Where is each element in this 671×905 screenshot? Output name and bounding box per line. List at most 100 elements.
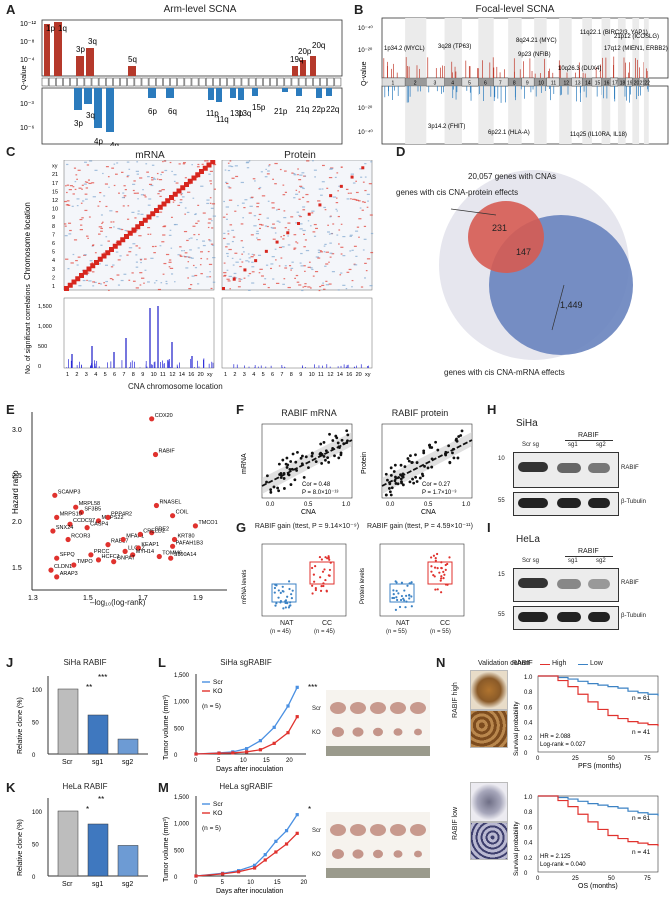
- venn-n-protein: 231: [492, 223, 508, 233]
- c-heat-cell: [81, 184, 84, 186]
- g-point-cc: [318, 555, 322, 559]
- f-point: [265, 474, 269, 478]
- c-heat-cell: [122, 205, 125, 207]
- g-point-cc: [328, 558, 331, 561]
- c-heat-cell: [349, 235, 352, 237]
- f-point: [333, 454, 336, 458]
- c-heat-cell: [284, 191, 288, 193]
- c-heat-cell: [191, 164, 193, 166]
- tumor-scr: [350, 702, 366, 714]
- f-point: [285, 456, 289, 460]
- g-point-cc: [442, 577, 445, 580]
- f-point: [327, 460, 331, 464]
- a-gain-label: 20p: [298, 47, 312, 56]
- c-heat-cell: [242, 217, 245, 219]
- c-heat-cell: [280, 257, 283, 259]
- c-heat-cell: [353, 245, 357, 247]
- c-heat-cell: [323, 245, 326, 247]
- c-heat-cell: [351, 279, 354, 282]
- c-heat-cell: [68, 222, 72, 224]
- c-heat-cell: [325, 280, 328, 282]
- c-heat-cell: [330, 232, 334, 235]
- c-heat-cell: [165, 283, 168, 285]
- c-heat-cell: [111, 167, 115, 169]
- c-heat-cell: [225, 218, 228, 220]
- c-y-tick: xy: [52, 164, 58, 170]
- b-band: [617, 18, 626, 78]
- e-point: [149, 416, 155, 422]
- e-point: [135, 545, 141, 551]
- c-heat-cell: [306, 160, 310, 162]
- c-heat-cell: [84, 254, 87, 256]
- panel-label-k: K: [6, 780, 16, 795]
- a-arm-cell: [163, 77, 170, 87]
- g-point-cc: [320, 585, 323, 588]
- b-band: [444, 86, 462, 144]
- c-heat-cell: [173, 180, 176, 183]
- b-chrom-label: 5: [468, 81, 471, 87]
- f-stat: Cor = 0.27: [422, 482, 451, 488]
- a-gain-bar: [76, 56, 84, 76]
- a-arm-cell: [191, 77, 199, 87]
- panel-g-boxplots: mRNA levels Protein levels: [238, 540, 478, 620]
- c-heat-cell: [270, 226, 273, 229]
- line-point: [295, 831, 299, 835]
- tumor-ko: [414, 850, 422, 858]
- g-point-cc: [314, 587, 317, 590]
- f-point: [272, 485, 276, 489]
- km-x-tick: 75: [644, 876, 651, 882]
- c-heat-cell: [366, 258, 371, 260]
- c-heat-cell: [346, 198, 350, 200]
- c-heat-cell: [84, 209, 88, 212]
- e-gene-label: CLDN1: [54, 564, 72, 570]
- f-point: [396, 482, 400, 486]
- b-chrom-label: 4: [451, 81, 454, 87]
- c-heat-cell: [293, 174, 297, 176]
- c-heat-cell: [137, 198, 139, 200]
- c-x-tick: 9: [141, 372, 144, 378]
- tumor-ko: [393, 850, 403, 858]
- f-point: [399, 477, 403, 481]
- e-gene-label: SNX24: [56, 525, 73, 531]
- tumor-ko: [373, 727, 383, 737]
- c-heat-cell: [207, 226, 210, 229]
- c-heat-cell: [209, 271, 211, 273]
- c-diag-cell: [142, 217, 148, 223]
- f-point: [322, 440, 326, 444]
- c-heat-cell: [350, 192, 352, 194]
- bar-y-tick: 50: [32, 721, 39, 727]
- c-heat-cell: [92, 285, 95, 287]
- f-point: [319, 451, 323, 455]
- km-x-tick: 25: [572, 876, 579, 882]
- c-x-tick: 6: [113, 372, 116, 378]
- c-x-tick: 7: [280, 372, 283, 378]
- c-heat-cell: [92, 196, 96, 198]
- c-heat-cell: [282, 283, 285, 285]
- g-point-cc: [446, 562, 449, 566]
- panel-c-protein-title: Protein: [284, 150, 316, 161]
- c-heat-cell: [320, 251, 323, 253]
- f-point: [282, 477, 286, 480]
- g-point-cc: [314, 565, 317, 568]
- c-heat-cell: [105, 280, 109, 283]
- f-point: [331, 439, 335, 442]
- c-heat-cell: [281, 246, 285, 248]
- c-x-tick: 2: [233, 372, 236, 378]
- g-point-cc: [439, 579, 442, 582]
- a-arm-cell: [220, 77, 227, 87]
- c-heat-cell: [119, 255, 122, 257]
- c-heat-cell: [123, 185, 126, 187]
- g-point-nat: [286, 595, 289, 598]
- c-heat-cell: [75, 259, 78, 262]
- c-heat-cell: [294, 277, 296, 279]
- line-point: [274, 839, 278, 843]
- line-point: [295, 715, 299, 719]
- c-heat-cell: [226, 255, 229, 257]
- km-ylabel: Survival probability: [513, 821, 520, 876]
- a-arm-cell: [98, 77, 106, 87]
- c-heat-cell: [282, 194, 286, 196]
- f-point: [304, 455, 308, 459]
- c-heat-cell: [237, 204, 239, 207]
- c-heat-cell: [204, 160, 207, 162]
- c-heat-cell: [109, 227, 113, 229]
